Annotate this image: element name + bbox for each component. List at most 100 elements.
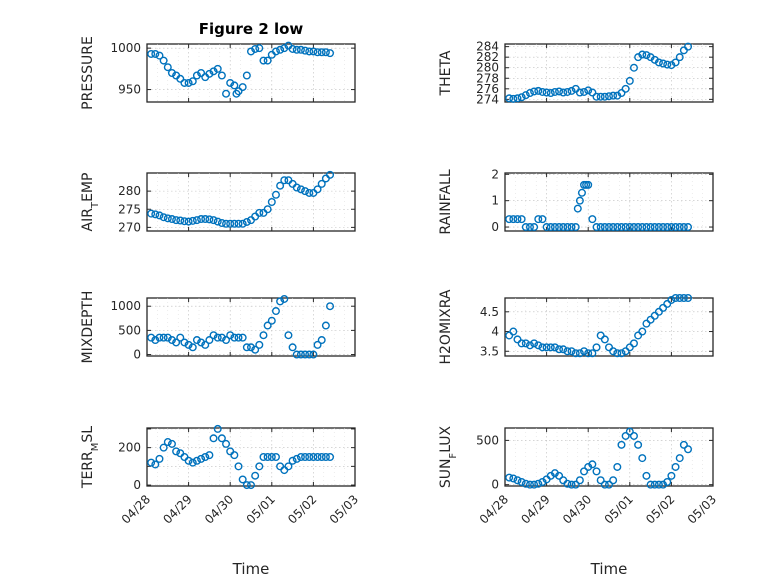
x-tick-label: 05/01 (244, 492, 278, 526)
data-point (580, 347, 589, 356)
y-tick-label: 282 (476, 50, 499, 64)
data-point (188, 343, 197, 352)
y-tick-label: 4 (491, 325, 499, 339)
data-point (267, 197, 276, 206)
data-point (321, 453, 330, 462)
data-point (301, 46, 310, 55)
data-point (155, 51, 164, 60)
data-point (296, 453, 305, 462)
data-point (575, 88, 584, 97)
data-point (505, 215, 514, 224)
data-point (159, 56, 168, 65)
y-tick-label: 1000 (110, 41, 141, 55)
data-point (542, 223, 551, 232)
data-point (176, 333, 185, 342)
data-point (159, 213, 168, 222)
data-point (559, 88, 568, 97)
y-tick-label: 950 (118, 83, 141, 97)
data-point (242, 71, 251, 80)
data-point (521, 339, 530, 348)
data-point (209, 331, 218, 340)
data-point (192, 216, 201, 225)
y-axis-label: RAINFALL (438, 169, 454, 234)
y-tick-label: 275 (118, 202, 141, 216)
data-point (659, 303, 668, 312)
data-point (230, 219, 239, 228)
data-point (201, 215, 210, 224)
data-point (605, 343, 614, 352)
data-point (192, 336, 201, 345)
data-point (588, 460, 597, 469)
y-tick-label: 1000 (110, 299, 141, 313)
data-point (226, 78, 235, 87)
data-point (184, 456, 193, 465)
data-point (621, 431, 630, 440)
data-point (155, 211, 164, 220)
data-point (222, 439, 231, 448)
data-point (230, 451, 239, 460)
data-point (567, 223, 576, 232)
chart-title: Figure 2 low (199, 20, 304, 38)
data-point (230, 333, 239, 342)
data-point (238, 475, 247, 484)
data-point (663, 299, 672, 308)
data-point (525, 341, 534, 350)
data-point (222, 336, 231, 345)
data-point (197, 215, 206, 224)
data-point (151, 336, 160, 345)
data-point (650, 311, 659, 320)
data-point (625, 343, 634, 352)
data-point (588, 88, 597, 97)
data-point (188, 458, 197, 467)
data-point (675, 223, 684, 232)
data-point (625, 223, 634, 232)
data-point (679, 440, 688, 449)
data-point (592, 467, 601, 476)
data-point (217, 434, 226, 443)
data-point (251, 345, 260, 354)
data-point (313, 48, 322, 57)
y-tick-label: 280 (118, 184, 141, 198)
data-point (172, 216, 181, 225)
data-point (546, 223, 555, 232)
data-point (147, 209, 156, 218)
data-point (197, 68, 206, 77)
data-point (671, 462, 680, 471)
data-point (555, 87, 564, 96)
data-point (513, 215, 522, 224)
data-point (209, 434, 218, 443)
data-point (317, 48, 326, 57)
y-tick-label: 0 (133, 478, 141, 492)
data-point (642, 319, 651, 328)
data-point (292, 350, 301, 359)
data-point (563, 479, 572, 488)
data-point (242, 343, 251, 352)
data-point (671, 58, 680, 67)
data-point (263, 321, 272, 330)
data-point (184, 340, 193, 349)
data-point (596, 331, 605, 340)
data-point (567, 480, 576, 489)
data-point (167, 439, 176, 448)
data-point (525, 480, 534, 489)
data-point (654, 307, 663, 316)
data-point (151, 460, 160, 469)
y-axis-label: PRESSURE (80, 36, 96, 110)
data-point (600, 480, 609, 489)
data-point (575, 349, 584, 358)
data-point (567, 86, 576, 95)
data-point (555, 223, 564, 232)
data-point (509, 94, 518, 103)
data-point (567, 347, 576, 356)
data-point (650, 223, 659, 232)
data-point (671, 223, 680, 232)
data-point (217, 219, 226, 228)
data-point (242, 481, 251, 490)
data-point (625, 76, 634, 85)
data-point (534, 215, 543, 224)
data-point (280, 176, 289, 185)
data-point (650, 480, 659, 489)
data-point (280, 294, 289, 303)
x-tick-label: 04/29 (160, 492, 194, 526)
data-point (509, 215, 518, 224)
